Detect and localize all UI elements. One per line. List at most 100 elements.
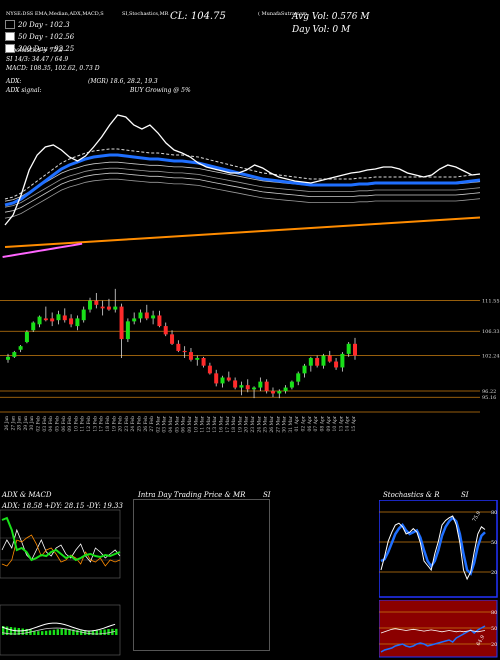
legend-swatch xyxy=(5,20,15,29)
date-tick-label: 17 Mar xyxy=(225,415,231,432)
candle-body xyxy=(270,391,275,394)
date-tick-label: 20 Feb xyxy=(118,416,124,432)
ema-band-line xyxy=(4,178,481,219)
candle-body xyxy=(296,373,301,382)
macd-histogram-bar xyxy=(9,627,13,635)
macd-histogram-bar xyxy=(91,631,95,635)
candle-body xyxy=(56,314,61,321)
date-tick-label: 27 Feb xyxy=(149,416,155,432)
date-tick-label: 27 Mar xyxy=(275,415,281,432)
candle-body xyxy=(138,312,143,319)
date-tick-label: 09 Mar xyxy=(187,415,193,432)
candle-body xyxy=(188,352,193,360)
day-volume: Day Vol: 0 M xyxy=(292,25,351,35)
candle-body xyxy=(144,312,149,319)
date-tick-label: 19 Feb xyxy=(111,416,117,432)
candle-body xyxy=(132,318,137,322)
candle-body xyxy=(176,343,181,351)
date-tick-label: 12 Feb xyxy=(86,416,92,432)
close-price-label: CL: 104.75 xyxy=(170,11,226,22)
mgr-readout: (MGR) 18.6, 28.2, 19.3 xyxy=(88,78,158,85)
candle-body xyxy=(24,332,29,343)
date-tick-label: 26 Jan xyxy=(4,416,10,431)
intraday-panel-si: SI xyxy=(263,491,271,499)
macd-histogram-bar xyxy=(5,626,9,635)
candle-body xyxy=(220,377,225,384)
date-tick-label: 15 Apr xyxy=(351,415,357,431)
candle-body xyxy=(340,353,345,368)
candle-body xyxy=(163,326,168,335)
date-tick-label: 28 Jan xyxy=(17,416,23,431)
macd-histogram-bar xyxy=(44,630,48,635)
date-tick-label: 11 Mar xyxy=(200,415,206,432)
date-tick-label: 18 Feb xyxy=(105,416,111,432)
date-tick-label: 19 Mar xyxy=(237,415,243,432)
rsi-panel: 80 50 20 64.9 xyxy=(379,600,498,658)
macd-histogram-bar xyxy=(115,628,118,635)
date-tick-label: 31 Mar xyxy=(288,415,294,432)
legend-item-200-day: 200 Day - 92.25 xyxy=(5,44,74,53)
macd-histogram-bar xyxy=(33,630,36,635)
candle-body xyxy=(258,381,263,388)
candle-body xyxy=(81,309,86,321)
ema-tail-line xyxy=(2,242,83,258)
ema-band-line xyxy=(4,167,481,208)
rsi-level-label: 20 xyxy=(491,642,497,648)
macd-readout: MACD: 108.35, 102.62, 0.73 D xyxy=(6,65,100,72)
date-tick-label: 10 Mar xyxy=(193,415,199,432)
date-tick-label: 02 Feb xyxy=(36,416,42,432)
candle-body xyxy=(31,322,36,331)
ema-series-line xyxy=(4,114,481,226)
candle-body xyxy=(327,355,332,362)
date-tick-label: 25 Mar xyxy=(263,415,269,432)
date-tick-label: 04 Mar xyxy=(168,415,174,432)
date-tick-label: 08 Apr xyxy=(319,415,325,431)
candle-body xyxy=(308,358,313,366)
date-tick-label: 09 Feb xyxy=(67,416,73,432)
date-tick-label: 24 Mar xyxy=(256,415,262,432)
stochastics-value-label: 75.9 xyxy=(472,510,483,523)
macd-histogram-bar xyxy=(64,628,67,635)
date-tick-label: 16 Mar xyxy=(219,415,225,432)
date-tick-label: 02 Apr xyxy=(301,415,307,431)
date-tick-label: 03 Mar xyxy=(162,415,168,432)
candle-body xyxy=(100,306,105,309)
si-readout: SI 14/3: 34.47 / 64.9 xyxy=(6,56,69,63)
candle-body xyxy=(201,358,206,366)
date-tick-label: 06 Feb xyxy=(61,416,67,432)
stochastics-panel: 80 50 20 75.9 xyxy=(379,500,498,598)
date-tick-label: 10 Feb xyxy=(73,416,79,432)
rsi-line xyxy=(380,628,486,634)
candle-body xyxy=(170,334,175,344)
ticker-label: NYSE:DSS xyxy=(6,11,34,17)
macd-histogram-bar xyxy=(95,630,98,635)
candle-body xyxy=(346,343,351,354)
macd-histogram-bar xyxy=(60,628,63,635)
stochastics-k-line xyxy=(380,515,486,581)
rsi-frame xyxy=(379,600,498,658)
legend-item-50-day: 50 Day - 102.56 xyxy=(5,32,74,41)
macd-histogram-bar xyxy=(99,630,102,635)
candle-body xyxy=(151,315,156,319)
adx-label: ADX: xyxy=(6,78,22,85)
candle-body xyxy=(119,306,124,340)
date-tick-label: 26 Feb xyxy=(143,416,149,432)
candle-body xyxy=(157,315,162,327)
macd-histogram-bar xyxy=(25,629,28,635)
macd-panel xyxy=(0,604,121,656)
date-tick-label: 09 Apr xyxy=(326,415,332,431)
candle-body xyxy=(239,385,244,388)
plus-di-line xyxy=(1,516,121,562)
candle-body xyxy=(252,387,257,390)
macd-histogram-bar xyxy=(21,628,24,635)
macd-histogram-bar xyxy=(80,630,83,635)
macd-histogram-bar xyxy=(103,629,106,635)
intraday-panel-title: Intra Day Trading Price & MR xyxy=(138,491,246,499)
macd-line xyxy=(1,622,116,632)
date-tick-label: 05 Mar xyxy=(174,415,180,432)
macd-histogram-bar xyxy=(41,631,44,635)
ema-legend: 20 Day - 102.3 50 Day - 102.56 200 Day -… xyxy=(5,20,74,53)
candle-body xyxy=(75,318,80,327)
macd-histogram-bar xyxy=(87,631,91,635)
macd-signal-line xyxy=(1,627,116,635)
